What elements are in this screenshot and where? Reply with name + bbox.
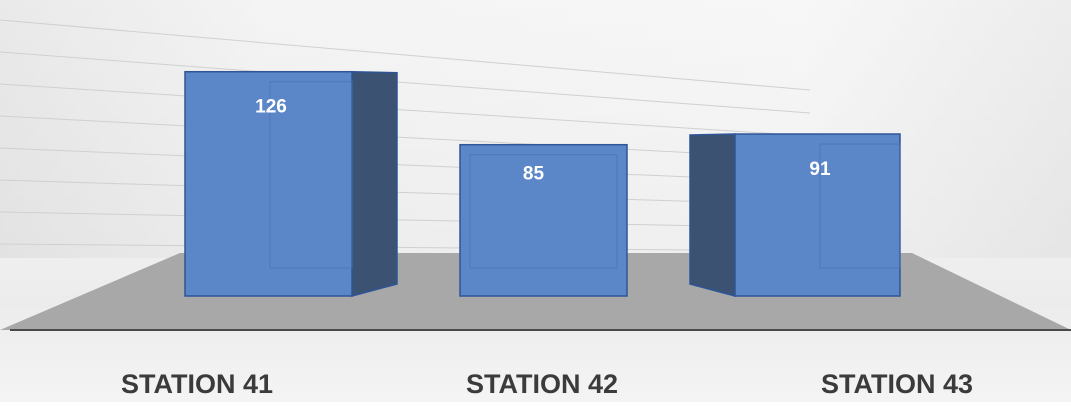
bar-value-label: 91 [809, 159, 831, 180]
bar-front-face [459, 143, 628, 297]
bar: 91 [689, 133, 901, 297]
category-tick-label: STATION 43 [821, 369, 973, 399]
category-tick-label: STATION 42 [466, 369, 618, 399]
gridline [0, 83, 811, 137]
gridline [0, 179, 811, 206]
gridline [0, 211, 811, 229]
category-tick-label: STATION 41 [121, 369, 273, 399]
bar: 85 [459, 143, 628, 297]
gridline [0, 243, 811, 252]
bar: 126 [184, 70, 398, 297]
gridline [0, 19, 811, 91]
bar-side-face [351, 70, 398, 297]
bar-side-face [689, 133, 736, 297]
gridline [0, 115, 811, 160]
bar-inner-edge [469, 154, 618, 269]
gridline [0, 51, 811, 114]
bars: 126 85 91 [184, 70, 901, 297]
gridline [0, 147, 811, 183]
gridlines [0, 19, 811, 252]
bar-value-label: 126 [255, 97, 287, 118]
bar-front-face [184, 70, 353, 297]
bar-inner-edge [819, 143, 901, 269]
bar-inner-edge [269, 81, 353, 269]
bar-value-label: 85 [523, 164, 545, 185]
labels: STATION 41 STATION 42 STATION 43 [121, 369, 973, 399]
